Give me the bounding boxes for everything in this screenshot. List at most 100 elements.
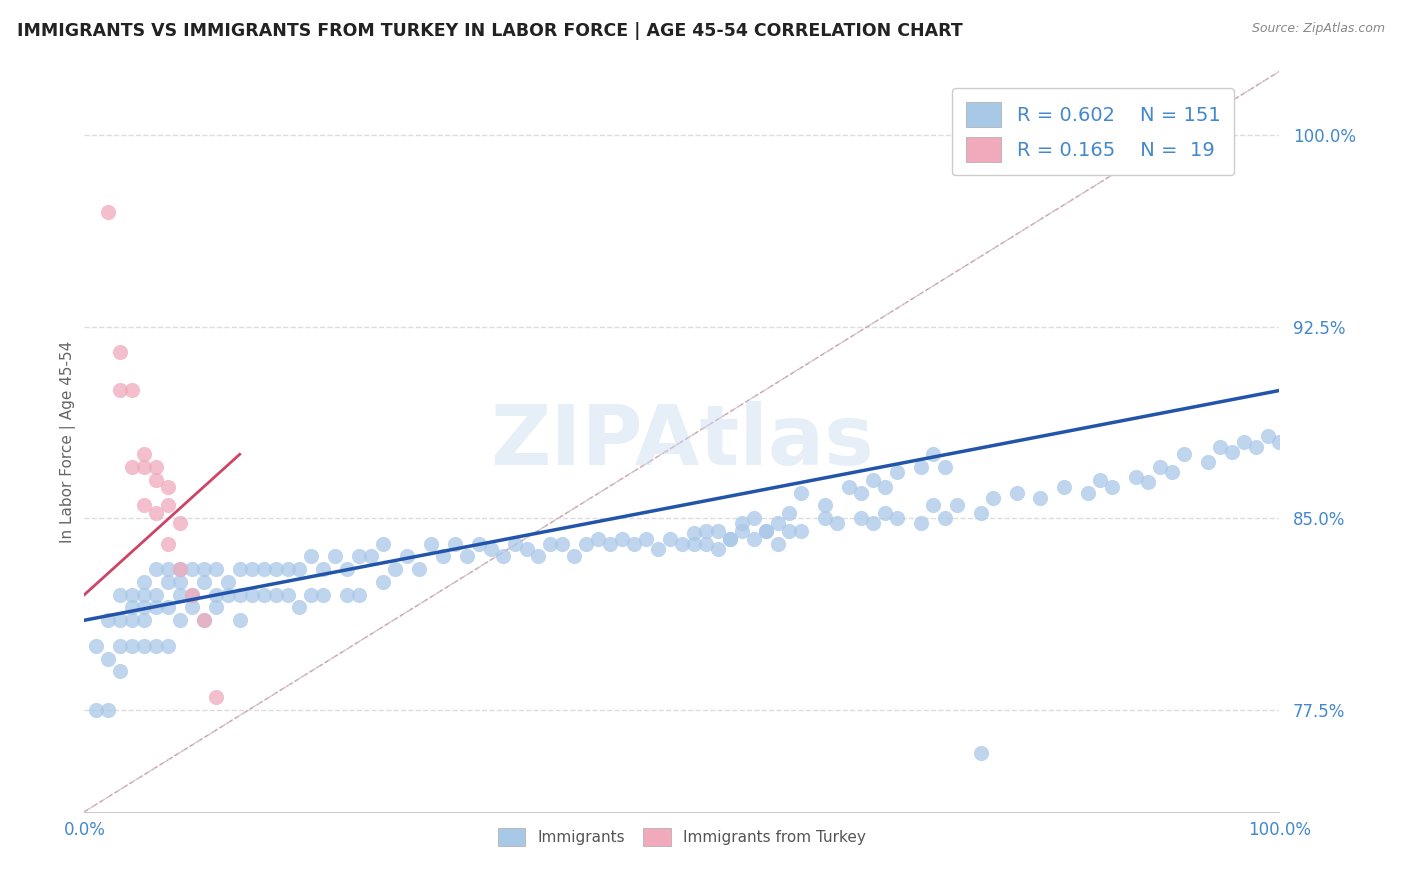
Point [1029, 491, 1052, 505]
Point [636, 532, 658, 546]
Point [527, 549, 550, 564]
Point [288, 562, 311, 576]
Point [97, 703, 120, 717]
Point [145, 600, 167, 615]
Point [779, 524, 801, 538]
Point [384, 562, 406, 576]
Point [132, 447, 156, 461]
Point [1257, 429, 1279, 443]
Point [157, 574, 180, 589]
Point [97, 651, 120, 665]
Point [922, 499, 945, 513]
Point [886, 465, 908, 479]
Point [1209, 440, 1232, 454]
Point [229, 613, 252, 627]
Point [1005, 485, 1028, 500]
Point [683, 526, 706, 541]
Point [479, 541, 502, 556]
Point [922, 447, 945, 461]
Point [229, 588, 252, 602]
Point [110, 588, 132, 602]
Point [132, 460, 156, 475]
Point [97, 204, 120, 219]
Point [132, 574, 156, 589]
Point [205, 562, 228, 576]
Point [827, 516, 849, 531]
Text: IMMIGRANTS VS IMMIGRANTS FROM TURKEY IN LABOR FORCE | AGE 45-54 CORRELATION CHAR: IMMIGRANTS VS IMMIGRANTS FROM TURKEY IN … [17, 22, 963, 40]
Point [181, 588, 204, 602]
Point [934, 511, 956, 525]
Point [456, 549, 478, 564]
Point [659, 532, 682, 546]
Point [121, 588, 143, 602]
Point [671, 536, 693, 550]
Point [910, 516, 932, 531]
Point [432, 549, 454, 564]
Y-axis label: In Labor Force | Age 45-54: In Labor Force | Age 45-54 [60, 341, 76, 542]
Point [444, 536, 467, 550]
Point [312, 562, 335, 576]
Point [240, 588, 263, 602]
Point [277, 562, 299, 576]
Point [205, 690, 228, 704]
Point [193, 613, 215, 627]
Point [970, 746, 993, 760]
Point [132, 588, 156, 602]
Text: Source: ZipAtlas.com: Source: ZipAtlas.com [1251, 22, 1385, 36]
Point [946, 499, 969, 513]
Point [169, 613, 191, 627]
Point [1053, 481, 1076, 495]
Point [86, 639, 108, 653]
Point [1137, 475, 1160, 490]
Point [875, 506, 897, 520]
Point [145, 588, 167, 602]
Point [718, 532, 741, 546]
Point [145, 562, 167, 576]
Point [1149, 460, 1171, 475]
Point [181, 562, 204, 576]
Point [373, 574, 395, 589]
Point [851, 511, 873, 525]
Point [169, 562, 191, 576]
Point [336, 588, 359, 602]
Point [157, 499, 180, 513]
Point [1268, 434, 1291, 449]
Point [1220, 444, 1243, 458]
Point [110, 345, 132, 359]
Point [145, 473, 167, 487]
Point [551, 536, 574, 550]
Point [695, 524, 717, 538]
Point [253, 562, 276, 576]
Point [145, 639, 167, 653]
Point [718, 532, 741, 546]
Point [301, 549, 323, 564]
Point [157, 639, 180, 653]
Point [731, 524, 754, 538]
Point [1161, 465, 1184, 479]
Point [301, 588, 323, 602]
Point [264, 588, 287, 602]
Point [373, 536, 395, 550]
Point [157, 600, 180, 615]
Point [1197, 455, 1219, 469]
Point [575, 536, 598, 550]
Point [349, 588, 371, 602]
Point [695, 536, 717, 550]
Point [766, 516, 789, 531]
Point [217, 588, 239, 602]
Point [132, 639, 156, 653]
Point [420, 536, 443, 550]
Point [1233, 434, 1256, 449]
Point [110, 384, 132, 398]
Point [755, 524, 778, 538]
Point [205, 588, 228, 602]
Point [110, 613, 132, 627]
Point [132, 499, 156, 513]
Point [277, 588, 299, 602]
Point [97, 613, 120, 627]
Point [181, 600, 204, 615]
Point [325, 549, 347, 564]
Point [145, 460, 167, 475]
Point [647, 541, 669, 556]
Point [157, 481, 180, 495]
